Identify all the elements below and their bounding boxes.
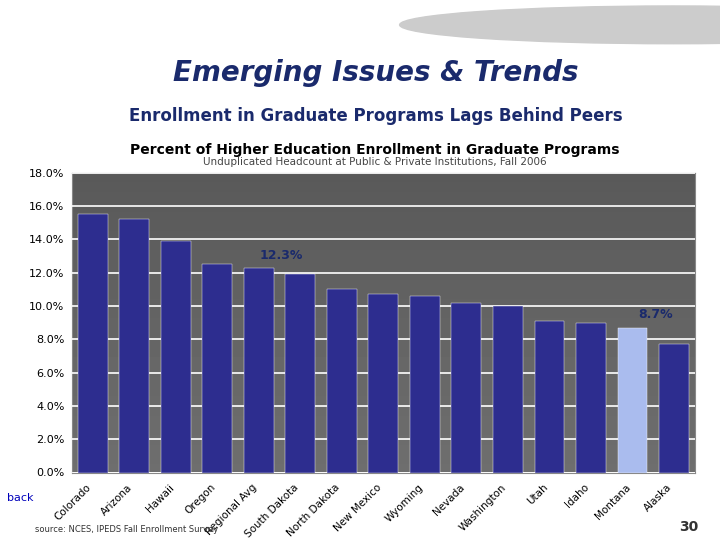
Bar xyxy=(534,321,564,472)
Bar xyxy=(410,296,440,472)
Text: Enrollment in Graduate Programs Lags Behind Peers: Enrollment in Graduate Programs Lags Beh… xyxy=(130,106,623,125)
Text: MONTANA UNIVERSITY SYSTEM: MONTANA UNIVERSITY SYSTEM xyxy=(170,16,464,34)
Text: back: back xyxy=(7,493,34,503)
Text: Unduplicated Headcount at Public & Private Institutions, Fall 2006: Unduplicated Headcount at Public & Priva… xyxy=(202,157,546,167)
Text: source: NCES, IPEDS Fall Enrollment Survey: source: NCES, IPEDS Fall Enrollment Surv… xyxy=(35,524,218,534)
Circle shape xyxy=(400,6,720,44)
Bar xyxy=(285,274,315,472)
Text: 8.7%: 8.7% xyxy=(638,308,672,321)
Bar xyxy=(618,328,647,472)
Bar xyxy=(576,322,606,472)
Bar xyxy=(369,294,398,472)
Bar xyxy=(451,302,482,472)
Bar xyxy=(327,289,357,472)
Bar xyxy=(202,265,233,472)
Bar xyxy=(244,268,274,472)
Bar xyxy=(161,241,191,472)
Text: 30: 30 xyxy=(679,519,698,534)
Bar xyxy=(659,345,689,472)
Text: 12.3%: 12.3% xyxy=(260,248,303,261)
Text: Percent of Higher Education Enrollment in Graduate Programs: Percent of Higher Education Enrollment i… xyxy=(130,143,619,157)
Bar xyxy=(120,219,149,472)
Bar xyxy=(493,306,523,472)
Bar xyxy=(78,214,108,472)
Text: Emerging Issues & Trends: Emerging Issues & Trends xyxy=(174,59,579,87)
